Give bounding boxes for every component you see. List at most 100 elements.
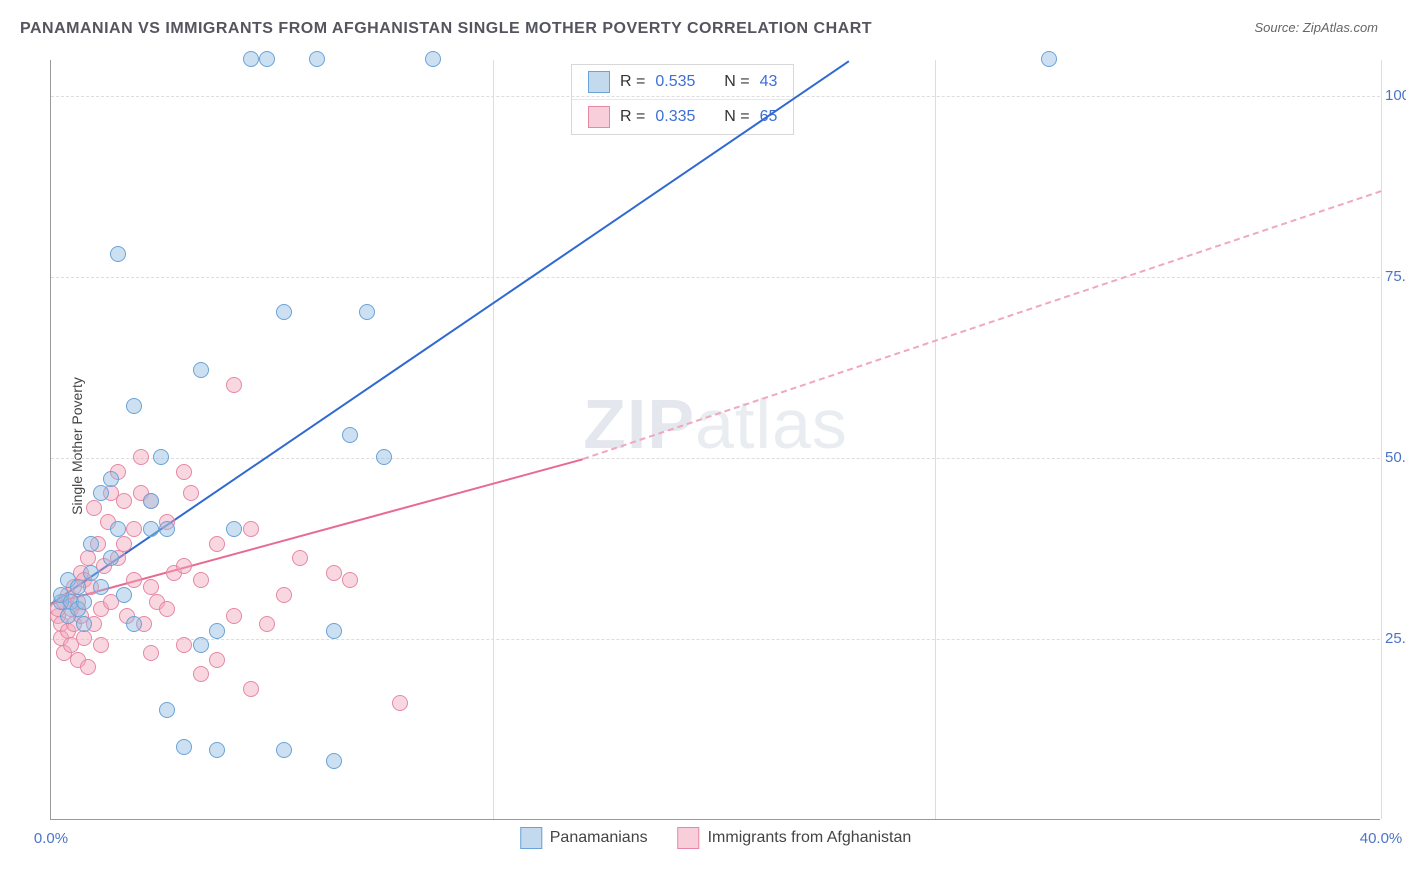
data-point xyxy=(392,695,408,711)
data-point xyxy=(226,521,242,537)
data-point xyxy=(243,521,259,537)
data-point xyxy=(76,594,92,610)
r-value-panamanians: 0.535 xyxy=(655,73,695,91)
data-point xyxy=(226,377,242,393)
data-point xyxy=(342,427,358,443)
source-label: Source: ZipAtlas.com xyxy=(1254,20,1378,35)
data-point xyxy=(276,742,292,758)
gridline-v xyxy=(493,60,494,819)
legend-item-afghanistan: Immigrants from Afghanistan xyxy=(678,827,912,849)
r-label: R = xyxy=(620,108,645,126)
data-point xyxy=(326,753,342,769)
data-point xyxy=(259,51,275,67)
data-point xyxy=(243,681,259,697)
swatch-pink-icon xyxy=(588,106,610,128)
legend-label: Immigrants from Afghanistan xyxy=(708,829,912,847)
watermark-rest: atlas xyxy=(695,385,848,463)
y-tick-label: 100.0% xyxy=(1385,87,1406,104)
data-point xyxy=(292,550,308,566)
data-point xyxy=(133,449,149,465)
data-point xyxy=(159,702,175,718)
data-point xyxy=(309,51,325,67)
data-point xyxy=(80,659,96,675)
legend-row-afghanistan: R = 0.335 N = 65 xyxy=(572,100,793,134)
data-point xyxy=(126,616,142,632)
n-value-panamanians: 43 xyxy=(760,73,778,91)
swatch-blue-icon xyxy=(588,71,610,93)
data-point xyxy=(126,572,142,588)
data-point xyxy=(159,601,175,617)
data-point xyxy=(143,521,159,537)
data-point xyxy=(126,398,142,414)
gridline-v xyxy=(935,60,936,819)
data-point xyxy=(116,536,132,552)
data-point xyxy=(83,536,99,552)
data-point xyxy=(176,464,192,480)
data-point xyxy=(243,51,259,67)
data-point xyxy=(176,637,192,653)
r-value-afghanistan: 0.335 xyxy=(655,108,695,126)
data-point xyxy=(376,449,392,465)
watermark: ZIPatlas xyxy=(583,384,848,464)
data-point xyxy=(183,485,199,501)
data-point xyxy=(1041,51,1057,67)
data-point xyxy=(193,362,209,378)
series-legend: Panamanians Immigrants from Afghanistan xyxy=(520,827,911,849)
chart-title: PANAMANIAN VS IMMIGRANTS FROM AFGHANISTA… xyxy=(20,20,872,38)
data-point xyxy=(83,565,99,581)
plot-area: ZIPatlas R = 0.535 N = 43 R = 0.335 N = … xyxy=(50,60,1380,820)
data-point xyxy=(425,51,441,67)
legend-label: Panamanians xyxy=(550,829,648,847)
data-point xyxy=(176,558,192,574)
data-point xyxy=(93,579,109,595)
data-point xyxy=(326,623,342,639)
data-point xyxy=(276,304,292,320)
data-point xyxy=(143,493,159,509)
data-point xyxy=(153,449,169,465)
data-point xyxy=(193,572,209,588)
gridline-h xyxy=(51,458,1380,459)
data-point xyxy=(93,637,109,653)
data-point xyxy=(116,587,132,603)
x-tick-label: 0.0% xyxy=(34,830,68,847)
data-point xyxy=(276,587,292,603)
data-point xyxy=(93,485,109,501)
data-point xyxy=(126,521,142,537)
data-point xyxy=(116,493,132,509)
legend-row-panamanians: R = 0.535 N = 43 xyxy=(572,65,793,100)
data-point xyxy=(80,550,96,566)
regression-line xyxy=(583,190,1382,460)
data-point xyxy=(76,630,92,646)
n-label: N = xyxy=(724,108,749,126)
legend-item-panamanians: Panamanians xyxy=(520,827,648,849)
gridline-v xyxy=(1381,60,1382,819)
data-point xyxy=(193,637,209,653)
y-tick-label: 50.0% xyxy=(1385,449,1406,466)
r-label: R = xyxy=(620,73,645,91)
y-tick-label: 25.0% xyxy=(1385,630,1406,647)
data-point xyxy=(209,652,225,668)
gridline-h xyxy=(51,96,1380,97)
data-point xyxy=(103,471,119,487)
data-point xyxy=(110,521,126,537)
data-point xyxy=(226,608,242,624)
data-point xyxy=(110,246,126,262)
swatch-blue-icon xyxy=(520,827,542,849)
n-label: N = xyxy=(724,73,749,91)
data-point xyxy=(103,550,119,566)
data-point xyxy=(159,521,175,537)
swatch-pink-icon xyxy=(678,827,700,849)
data-point xyxy=(259,616,275,632)
correlation-legend: R = 0.535 N = 43 R = 0.335 N = 65 xyxy=(571,64,794,135)
data-point xyxy=(209,742,225,758)
data-point xyxy=(209,536,225,552)
gridline-h xyxy=(51,277,1380,278)
data-point xyxy=(209,623,225,639)
gridline-h xyxy=(51,639,1380,640)
data-point xyxy=(193,666,209,682)
data-point xyxy=(359,304,375,320)
data-point xyxy=(86,500,102,516)
data-point xyxy=(176,739,192,755)
data-point xyxy=(326,565,342,581)
data-point xyxy=(76,616,92,632)
